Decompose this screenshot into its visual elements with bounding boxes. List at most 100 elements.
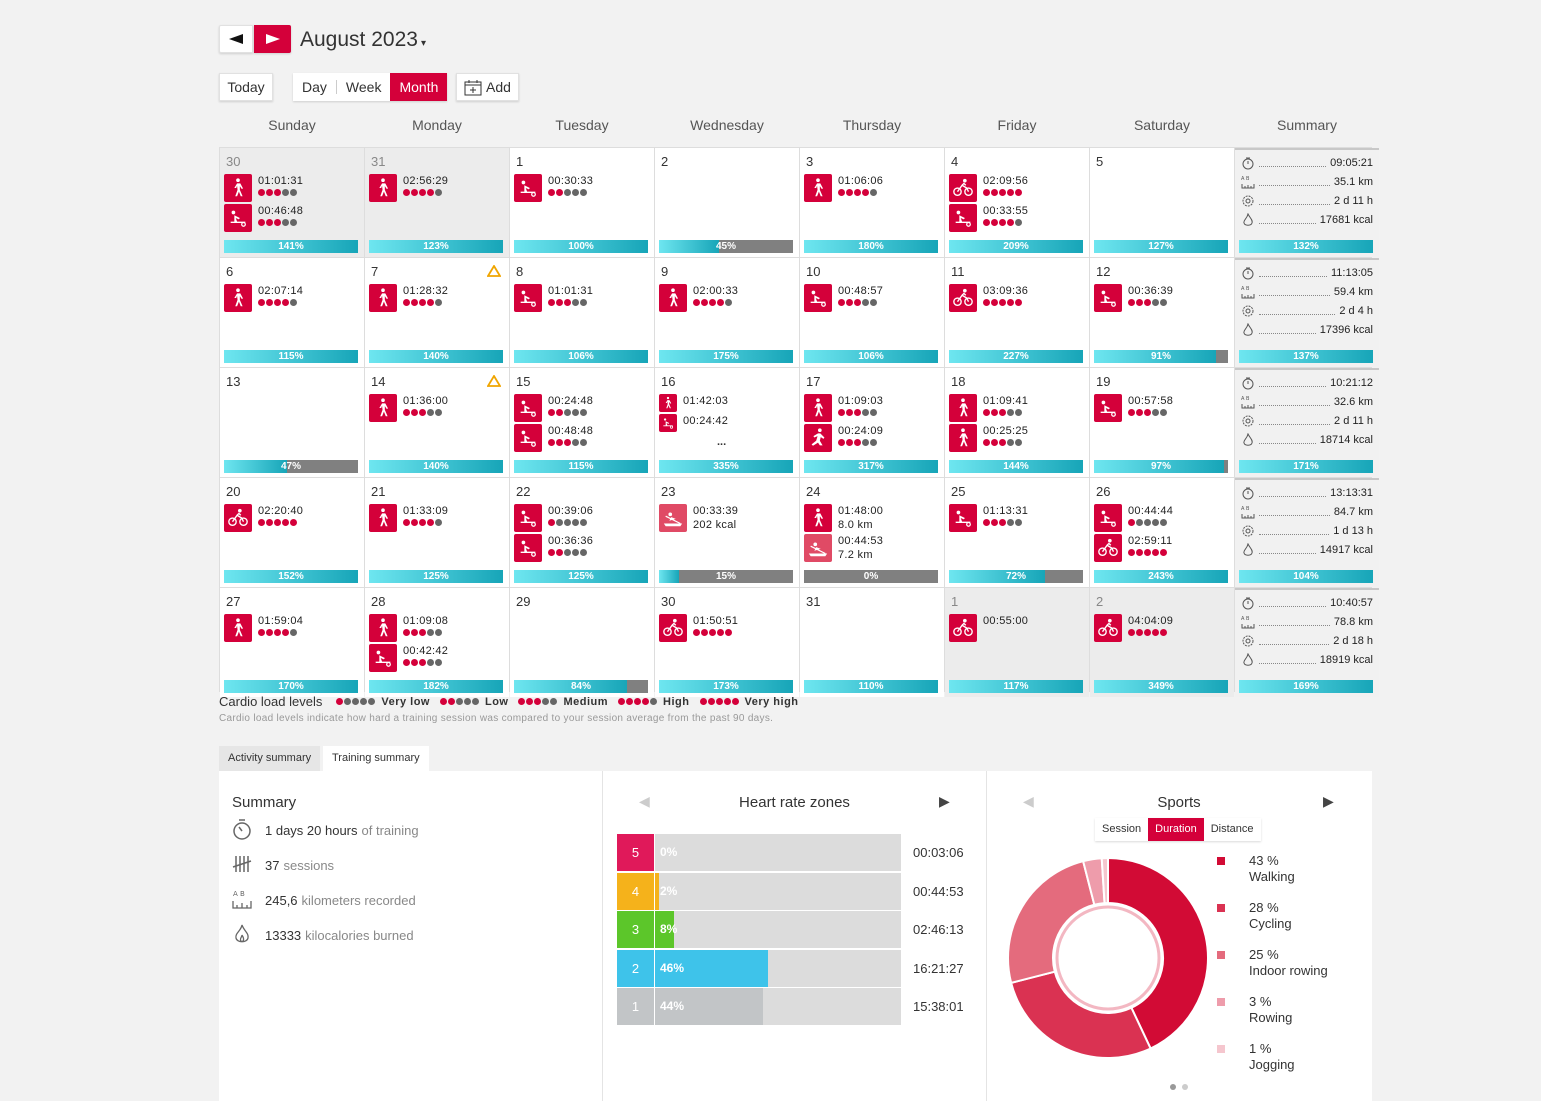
day-cell[interactable]: 29 84% (510, 588, 654, 697)
training-session[interactable]: 00:25:25 (949, 424, 1028, 452)
day-cell[interactable]: 7 01:28:32 140% (365, 258, 509, 367)
training-session[interactable]: 01:06:06 (804, 174, 883, 202)
training-session[interactable]: 01:33:09 (369, 504, 448, 532)
training-session[interactable]: 00:24:48 (514, 394, 593, 422)
view-day-button[interactable]: Day (302, 79, 327, 95)
day-cell[interactable]: 1 00:30:33 100% (510, 148, 654, 257)
cardio-dot (854, 439, 861, 446)
training-session[interactable]: 01:09:08 (369, 614, 448, 642)
training-session[interactable]: 00:57:58 (1094, 394, 1173, 422)
training-session[interactable]: 02:20:40 (224, 504, 303, 532)
training-session[interactable]: 01:28:32 (369, 284, 448, 312)
training-session[interactable]: 02:56:29 (369, 174, 448, 202)
day-cell[interactable]: 5 127% (1090, 148, 1234, 257)
day-cell[interactable]: 2 45% (655, 148, 799, 257)
training-session[interactable]: 00:39:06 (514, 504, 593, 532)
training-session[interactable]: 01:59:04 (224, 614, 303, 642)
day-cell[interactable]: 31 110% (800, 588, 944, 697)
training-session[interactable]: 00:48:57 (804, 284, 883, 312)
training-session[interactable]: 00:42:42 (369, 644, 448, 672)
sports-tab-duration[interactable]: Duration (1148, 818, 1204, 841)
donut-slice-cycling[interactable] (1009, 970, 1152, 1059)
view-week-button[interactable]: Week (345, 79, 382, 95)
day-cell[interactable]: 17 01:09:03 00:24:09 317% (800, 368, 944, 477)
sports-tab-distance[interactable]: Distance (1210, 823, 1254, 835)
page-dot[interactable] (1182, 1084, 1188, 1090)
day-cell[interactable]: 28 01:09:08 00:42:42 182% (365, 588, 509, 697)
sports-prev-arrow-icon[interactable]: ◀ (1023, 793, 1034, 809)
training-session[interactable]: 01:50:51 (659, 614, 738, 642)
training-session[interactable]: 02:00:33 (659, 284, 738, 312)
day-cell[interactable]: 12 00:36:39 91% (1090, 258, 1234, 367)
training-session[interactable]: 02:59:11 (1094, 534, 1172, 562)
day-cell[interactable]: 22 00:39:06 00:36:36 125% (510, 478, 654, 587)
training-session[interactable]: 01:36:00 (369, 394, 448, 422)
day-cell[interactable]: 15 00:24:48 00:48:48 115% (510, 368, 654, 477)
tab-training-summary[interactable]: Training summary (323, 746, 429, 771)
day-cell[interactable]: 30 01:01:31 00:46:48 141% (220, 148, 364, 257)
day-cell[interactable]: 24 01:48:00 8.0 km 00:44:53 7.2 km 0% (800, 478, 944, 587)
training-session[interactable]: 01:09:41 (949, 394, 1028, 422)
training-session[interactable]: 00:36:39 (1094, 284, 1173, 312)
day-cell[interactable]: 27 01:59:04 170% (220, 588, 364, 697)
day-cell[interactable]: 3 01:06:06 180% (800, 148, 944, 257)
day-cell[interactable]: 10 00:48:57 106% (800, 258, 944, 367)
day-cell[interactable]: 1 00:55:00 117% (945, 588, 1089, 697)
day-cell[interactable]: 8 01:01:31 106% (510, 258, 654, 367)
day-cell[interactable]: 31 02:56:29 123% (365, 148, 509, 257)
training-session[interactable]: 00:24:09 (804, 424, 883, 452)
sports-tab-session[interactable]: Session (1102, 823, 1142, 835)
day-cell[interactable]: 14 01:36:00 140% (365, 368, 509, 477)
training-session[interactable]: 02:09:56 (949, 174, 1028, 202)
day-cell[interactable]: 26 00:44:44 02:59:11 243% (1090, 478, 1234, 587)
training-session[interactable]: 01:01:31 (514, 284, 593, 312)
hr-prev-arrow-icon[interactable]: ◀ (639, 793, 650, 809)
next-month-button[interactable] (254, 25, 291, 53)
month-selector[interactable]: August 2023 ▾ (300, 28, 426, 52)
day-cell[interactable]: 19 00:57:58 97% (1090, 368, 1234, 477)
training-session[interactable]: 03:09:36 (949, 284, 1028, 312)
tab-activity-summary[interactable]: Activity summary (219, 746, 321, 771)
day-cell[interactable]: 2 04:04:09 349% (1090, 588, 1234, 697)
training-session[interactable]: 00:33:39 202 kcal (659, 504, 738, 532)
day-cell[interactable]: 4 02:09:56 00:33:55 209% (945, 148, 1089, 257)
training-session[interactable]: 00:44:44 (1094, 504, 1173, 532)
day-cell[interactable]: 30 01:50:51 173% (655, 588, 799, 697)
day-cell[interactable]: 9 02:00:33 175% (655, 258, 799, 367)
training-session[interactable]: 00:33:55 (949, 204, 1028, 232)
prev-month-button[interactable] (219, 25, 253, 53)
day-cell[interactable]: 13 47% (220, 368, 364, 477)
day-cell[interactable]: 21 01:33:09 125% (365, 478, 509, 587)
donut-slice-jogging[interactable] (1100, 856, 1109, 905)
day-cell[interactable]: 16 01:42:03 00:24:42... 335% (655, 368, 799, 477)
training-session[interactable]: 00:30:33 (514, 174, 593, 202)
day-cell[interactable]: 11 03:09:36 227% (945, 258, 1089, 367)
day-cell[interactable]: 20 02:20:40 152% (220, 478, 364, 587)
add-button[interactable]: Add (456, 73, 519, 101)
day-cell[interactable]: 18 01:09:41 00:25:25 144% (945, 368, 1089, 477)
sports-next-arrow-icon[interactable]: ▶ (1323, 793, 1334, 809)
view-month-button[interactable]: Month (390, 73, 448, 101)
training-session[interactable]: 01:01:31 (224, 174, 303, 202)
today-button[interactable]: Today (219, 73, 273, 101)
donut-slice-walking[interactable] (1107, 856, 1209, 1050)
training-session[interactable]: 01:09:03 (804, 394, 883, 422)
day-cell[interactable]: 23 00:33:39 202 kcal 15% (655, 478, 799, 587)
training-session[interactable]: 01:48:00 8.0 km (804, 504, 883, 532)
donut-slice-indoor-rowing[interactable] (1007, 859, 1096, 985)
more-sessions-indicator[interactable]: ... (717, 436, 727, 448)
training-session[interactable]: 01:13:31 (949, 504, 1028, 532)
hr-next-arrow-icon[interactable]: ▶ (939, 793, 950, 809)
training-session[interactable]: 01:42:03 (659, 394, 728, 412)
day-cell[interactable]: 25 01:13:31 72% (945, 478, 1089, 587)
day-cell[interactable]: 6 02:07:14 115% (220, 258, 364, 367)
training-session[interactable]: 04:04:09 (1094, 614, 1173, 642)
page-dot-active[interactable] (1170, 1084, 1176, 1090)
training-session[interactable]: 00:44:53 7.2 km (804, 534, 883, 562)
training-session[interactable]: 00:36:36 (514, 534, 593, 562)
training-session[interactable]: 00:24:42 (659, 414, 728, 432)
training-session[interactable]: 00:48:48 (514, 424, 593, 452)
training-session[interactable]: 00:46:48 (224, 204, 303, 232)
training-session[interactable]: 02:07:14 (224, 284, 303, 312)
training-session[interactable]: 00:55:00 (949, 614, 1028, 642)
